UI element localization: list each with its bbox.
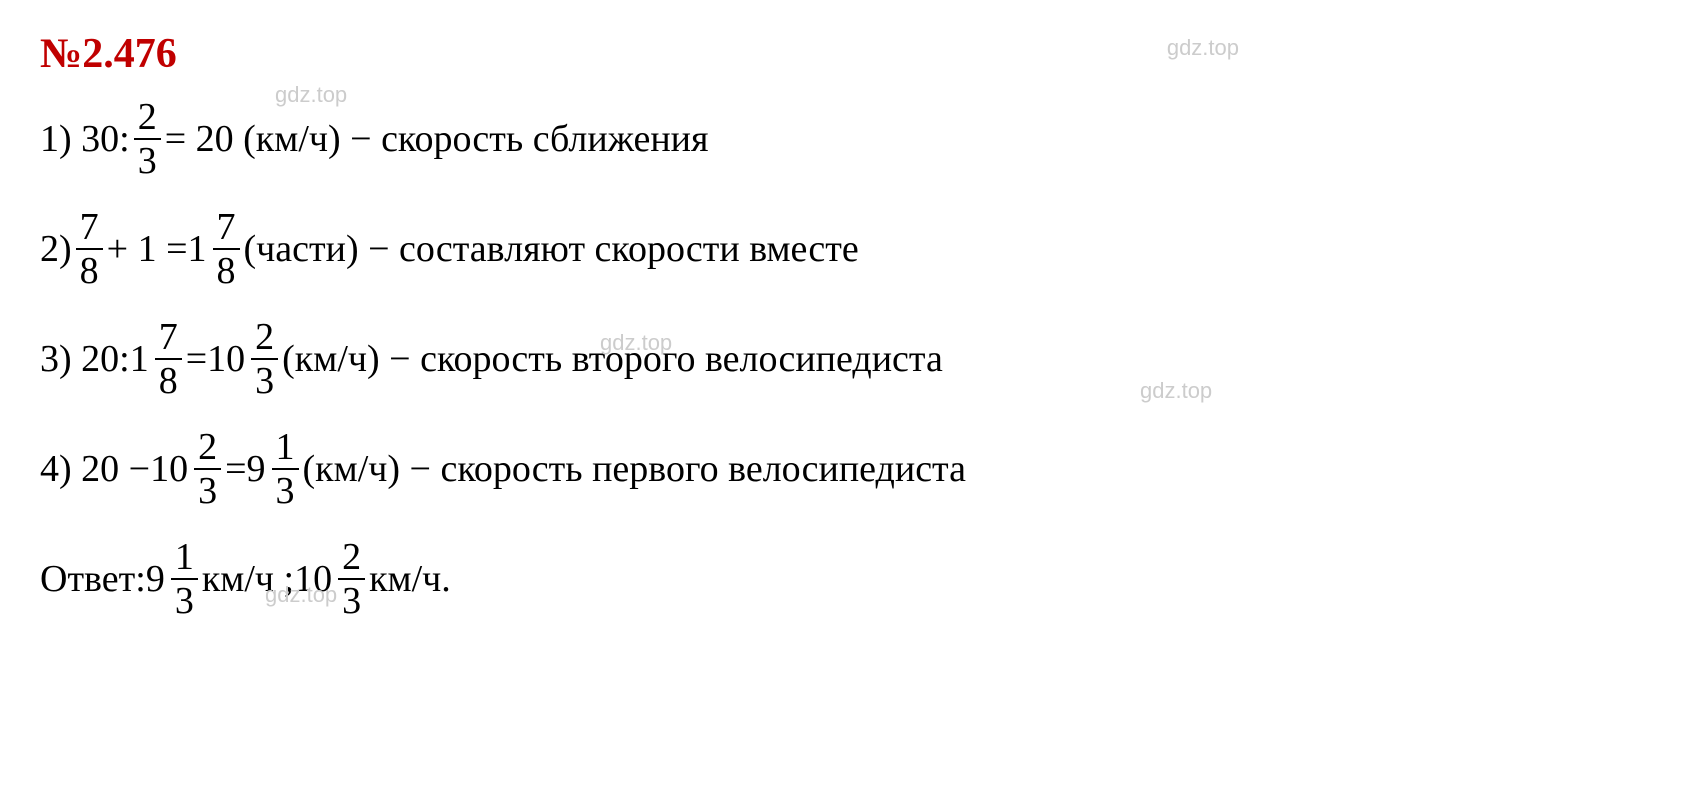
step-3: 3) 20: 1 7 8 = 10 2 3 (км/ч) − скорость … [40,318,1659,400]
answer-mid: км/ч ; [202,557,294,601]
fraction-part: 2 3 [194,428,221,510]
fraction-2-3: 2 3 [134,98,161,180]
whole-part: 10 [207,337,245,381]
step-1: 1) 30: 2 3 = 20 (км/ч) − скорость сближе… [40,98,1659,180]
mixed-10-2-3-b: 10 2 3 [150,428,225,510]
step-2-suffix: (части) − составляют скорости вместе [244,227,859,271]
step-3-equals: = [186,337,207,381]
numerator: 7 [155,318,182,360]
denominator: 3 [251,360,278,400]
step-2: 2) 7 8 + 1 = 1 7 8 (части) − составляют … [40,208,1659,290]
fraction-part: 2 3 [338,538,365,620]
step-4-suffix: (км/ч) − скорость первого велосипедиста [303,447,966,491]
numerator: 2 [134,98,161,140]
whole-part: 1 [188,227,207,271]
step-4: 4) 20 − 10 2 3 = 9 1 3 (км/ч) − скорость… [40,428,1659,510]
whole-part: 9 [247,447,266,491]
numerator: 2 [338,538,365,580]
fraction-part: 7 8 [155,318,182,400]
numerator: 7 [76,208,103,250]
denominator: 8 [76,250,103,290]
numerator: 1 [171,538,198,580]
answer-mixed-2: 10 2 3 [294,538,369,620]
denominator: 3 [338,580,365,620]
mixed-1-7-8-b: 1 7 8 [130,318,186,400]
step-3-prefix: 3) 20: [40,337,130,381]
step-2-prefix: 2) [40,227,72,271]
problem-number: №2.476 [40,30,1659,78]
step-3-suffix: (км/ч) − скорость второго велосипедиста [282,337,943,381]
answer-line: Ответ: 9 1 3 км/ч ; 10 2 3 км/ч. [40,538,1659,620]
denominator: 8 [155,360,182,400]
numerator: 7 [213,208,240,250]
whole-part: 10 [150,447,188,491]
step-1-result: = 20 (км/ч) − скорость сближения [165,117,709,161]
answer-prefix: Ответ: [40,557,146,601]
mixed-1-7-8: 1 7 8 [188,208,244,290]
answer-mixed-1: 9 1 3 [146,538,202,620]
numerator: 2 [194,428,221,470]
denominator: 8 [213,250,240,290]
numerator: 1 [272,428,299,470]
denominator: 3 [272,470,299,510]
step-4-prefix: 4) 20 − [40,447,150,491]
step-2-plus: + 1 = [107,227,188,271]
mixed-9-1-3: 9 1 3 [247,428,303,510]
fraction-7-8: 7 8 [76,208,103,290]
denominator: 3 [194,470,221,510]
numerator: 2 [251,318,278,360]
denominator: 3 [134,140,161,180]
step-1-prefix: 1) 30: [40,117,130,161]
mixed-10-2-3: 10 2 3 [207,318,282,400]
step-4-equals: = [225,447,246,491]
fraction-part: 7 8 [213,208,240,290]
answer-suffix: км/ч. [369,557,451,601]
whole-part: 10 [294,557,332,601]
fraction-part: 1 3 [272,428,299,510]
denominator: 3 [171,580,198,620]
whole-part: 9 [146,557,165,601]
fraction-part: 2 3 [251,318,278,400]
fraction-part: 1 3 [171,538,198,620]
whole-part: 1 [130,337,149,381]
